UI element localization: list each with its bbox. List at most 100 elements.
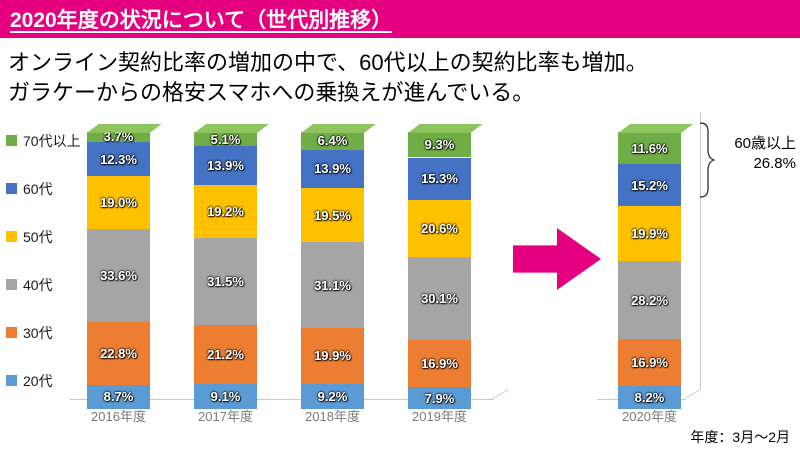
x-axis-label: 2016年度 xyxy=(91,409,146,424)
segment-20代: 9.2% xyxy=(301,383,364,409)
legend-swatch xyxy=(6,183,17,194)
segment-70代以上: 3.7% xyxy=(87,129,150,145)
segment-value-label: 20.6% xyxy=(421,220,458,236)
bar-top-face xyxy=(194,124,269,133)
segment-30代: 19.9% xyxy=(301,328,364,384)
segment-value-label: 12.3% xyxy=(100,151,137,167)
segment-value-label: 13.9% xyxy=(207,157,244,173)
floor-edge-right xyxy=(684,389,701,399)
legend-item-30代: 30代 xyxy=(6,323,81,342)
segment-value-label: 16.9% xyxy=(631,355,668,371)
segment-50代: 20.6% xyxy=(408,199,471,257)
segment-70代以上: 11.6% xyxy=(618,132,681,165)
segment-30代: 16.9% xyxy=(408,340,471,388)
description-line-1: オンライン契約比率の増加の中で、60代以上の契約比率も増加。 xyxy=(8,50,648,75)
legend-swatch xyxy=(6,231,17,242)
legend-item-40代: 40代 xyxy=(6,275,81,294)
callout-brace-icon xyxy=(699,122,715,198)
legend-label: 30代 xyxy=(23,324,53,341)
legend: 70代以上 60代 50代 40代 30代 20代 xyxy=(6,131,81,390)
segment-60代: 15.2% xyxy=(618,164,681,207)
bar-top-face xyxy=(618,124,693,133)
description: オンライン契約比率の増加の中で、60代以上の契約比率も増加。 ガラケーからの格安… xyxy=(8,48,648,108)
segment-value-label: 7.9% xyxy=(424,390,455,406)
callout-label: 60歳以上 26.8% xyxy=(712,134,796,174)
legend-label: 60代 xyxy=(23,180,53,197)
segment-60代: 13.9% xyxy=(301,149,364,189)
x-axis-label: 2017年度 xyxy=(198,409,253,424)
title-bar: 2020年度の状況について（世代別推移） xyxy=(0,0,800,38)
segment-60代: 12.3% xyxy=(87,141,150,177)
description-line-2: ガラケーからの格安スマホへの乗換えが進んでいる。 xyxy=(8,80,535,105)
segment-40代: 30.1% xyxy=(408,256,471,341)
legend-item-50代: 50代 xyxy=(6,227,81,246)
segment-value-label: 19.5% xyxy=(314,207,351,223)
x-axis-label: 2020年度 xyxy=(622,409,677,424)
x-axis-label: 2019年度 xyxy=(412,409,467,424)
stacked-bar-chart: 70代以上 60代 50代 40代 30代 20代 8.7% 22.8% 33.6% 19.0%… xyxy=(0,112,800,442)
segment-value-label: 19.2% xyxy=(207,203,244,219)
bar-2016年度: 8.7% 22.8% 33.6% 19.0% 12.3% 3.7% xyxy=(87,123,162,409)
segment-value-label: 8.2% xyxy=(634,390,665,406)
segment-value-label: 3.7% xyxy=(103,129,134,145)
legend-item-20代: 20代 xyxy=(6,371,81,390)
segment-40代: 33.6% xyxy=(87,228,150,322)
callout-line-1: 60歳以上 xyxy=(734,135,796,152)
segment-value-label: 31.1% xyxy=(314,277,351,293)
segment-value-label: 31.5% xyxy=(207,273,244,289)
segment-value-label: 21.2% xyxy=(207,346,244,362)
segment-value-label: 15.2% xyxy=(631,177,668,193)
legend-item-60代: 60代 xyxy=(6,179,81,198)
x-axis-label: 2018年度 xyxy=(305,409,360,424)
segment-value-label: 6.4% xyxy=(317,133,348,149)
segment-value-label: 9.3% xyxy=(424,137,455,153)
segment-value-label: 28.2% xyxy=(631,292,668,308)
legend-label: 40代 xyxy=(23,276,53,293)
segment-50代: 19.5% xyxy=(301,188,364,243)
bar-2019年度: 7.9% 16.9% 30.1% 20.6% 15.3% 9.3% xyxy=(408,123,483,409)
legend-label: 50代 xyxy=(23,228,53,245)
segment-value-label: 19.9% xyxy=(314,348,351,364)
segment-30代: 22.8% xyxy=(87,321,150,385)
bar-2017年度: 9.1% 21.2% 31.5% 19.2% 13.9% 5.1% xyxy=(194,124,269,409)
segment-60代: 15.3% xyxy=(408,157,471,200)
segment-value-label: 19.9% xyxy=(631,226,668,242)
segment-50代: 19.2% xyxy=(194,184,257,238)
segment-value-label: 30.1% xyxy=(421,291,458,307)
segment-value-label: 13.9% xyxy=(314,161,351,177)
segment-value-label: 9.2% xyxy=(317,388,348,404)
segment-70代以上: 9.3% xyxy=(408,131,471,158)
segment-70代以上: 6.4% xyxy=(301,132,364,150)
legend-swatch xyxy=(6,135,17,146)
segment-value-label: 9.1% xyxy=(210,388,241,404)
segment-20代: 9.1% xyxy=(194,383,257,409)
legend-swatch xyxy=(6,327,17,338)
segment-50代: 19.0% xyxy=(87,176,150,229)
legend-label: 20代 xyxy=(23,372,53,389)
legend-swatch xyxy=(6,375,17,386)
segment-40代: 31.1% xyxy=(301,242,364,329)
legend-swatch xyxy=(6,279,17,290)
bar-top-face xyxy=(87,123,162,133)
bar-2020年度: 8.2% 16.9% 28.2% 19.9% 15.2% 11.6% xyxy=(618,124,693,409)
segment-30代: 21.2% xyxy=(194,325,257,384)
segment-20代: 8.7% xyxy=(87,384,150,409)
segment-value-label: 22.8% xyxy=(100,345,137,361)
segment-20代: 8.2% xyxy=(618,386,681,409)
legend-label: 70代以上 xyxy=(23,132,81,149)
segment-40代: 31.5% xyxy=(194,237,257,326)
segment-value-label: 15.3% xyxy=(421,171,458,187)
callout-line-2: 26.8% xyxy=(753,155,796,172)
bar-top-face xyxy=(408,123,483,133)
segment-value-label: 8.7% xyxy=(103,389,134,405)
segment-value-label: 5.1% xyxy=(210,131,241,147)
segment-value-label: 33.6% xyxy=(100,267,137,283)
bar-top-face xyxy=(301,124,376,133)
segment-value-label: 11.6% xyxy=(631,140,668,156)
segment-value-label: 16.9% xyxy=(421,356,458,372)
footnote: 年度：3月～2月 xyxy=(690,429,790,445)
floor-edge-left xyxy=(492,389,509,399)
segment-50代: 19.9% xyxy=(618,206,681,262)
legend-item-70代以上: 70代以上 xyxy=(6,131,81,150)
